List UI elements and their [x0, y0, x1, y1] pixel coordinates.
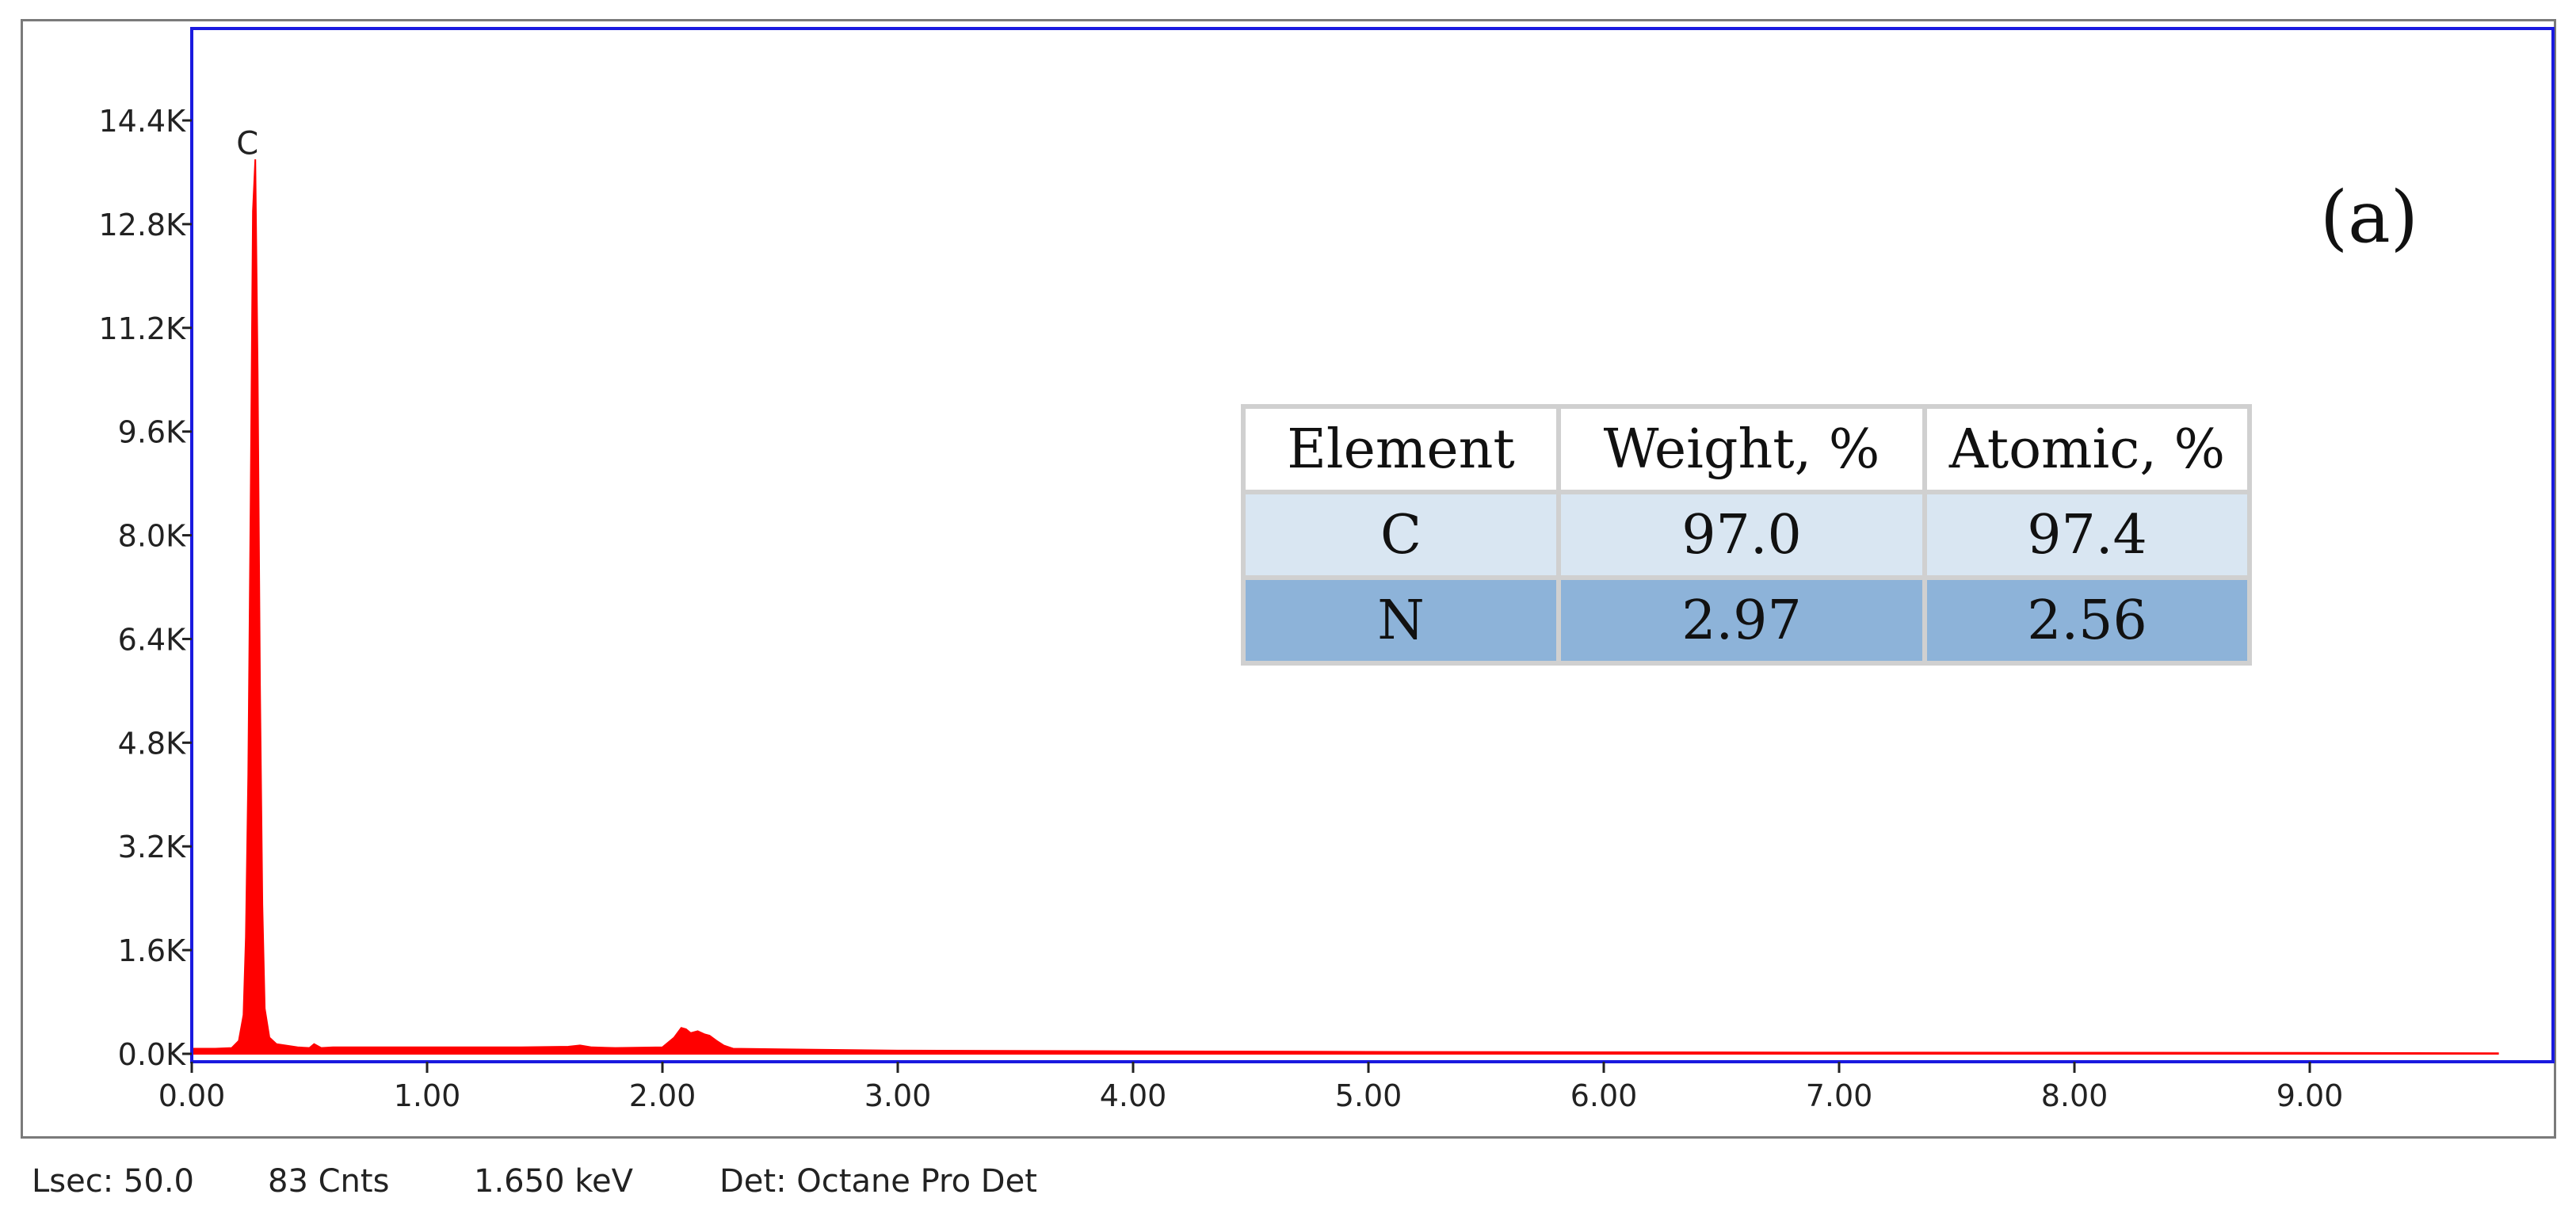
header-element: Element [1241, 404, 1561, 494]
y-tick-label: 0.0K [118, 1037, 186, 1072]
x-tick-label: 0.00 [158, 1078, 226, 1109]
y-tick-label: 1.6K [118, 933, 186, 968]
y-tick-label: 9.6K [118, 415, 186, 450]
x-tick-label: 9.00 [2276, 1078, 2344, 1109]
y-tick-label: 12.8K [98, 208, 186, 242]
status-detector: Det: Octane Pro Det [719, 1163, 1037, 1200]
header-atomic: Atomic, % [1922, 404, 2252, 494]
x-tick-label: 5.00 [1335, 1078, 1402, 1109]
plot-border [190, 27, 2555, 1063]
composition-table: Element Weight, % Atomic, % C 97.0 97.4 … [1241, 404, 2252, 666]
x-tick-label: 6.00 [1570, 1078, 1638, 1109]
y-tick-label: 6.4K [118, 622, 186, 657]
cell-atomic: 97.4 [1922, 490, 2252, 580]
status-lsec: Lsec: 50.0 [32, 1163, 194, 1200]
cell-element: N [1241, 575, 1561, 666]
status-counts: 83 Cnts [268, 1163, 390, 1200]
x-tick-label: 3.00 [864, 1078, 932, 1109]
plot-area [191, 159, 2499, 1055]
cell-weight: 97.0 [1556, 490, 1927, 580]
x-tick-label: 8.00 [2041, 1078, 2109, 1109]
y-tick-label: 4.8K [118, 726, 186, 761]
x-tick-label: 1.00 [394, 1078, 461, 1109]
cell-weight: 2.97 [1556, 575, 1927, 666]
header-weight: Weight, % [1556, 404, 1927, 494]
table-row: N 2.97 2.56 [1241, 575, 2252, 666]
x-tick-label: 2.00 [629, 1078, 696, 1109]
panel-label: (a) [2320, 176, 2418, 259]
y-tick-label: 14.4K [98, 104, 186, 139]
axes: 0.00 1.00 2.00 3.00 4.00 5.00 6.00 7.00 8.00 9.00… [98, 27, 2555, 1109]
peak-label-c: C [236, 126, 258, 162]
y-tick-label: 11.2K [98, 311, 186, 346]
x-tick-label: 4.00 [1100, 1078, 1167, 1109]
x-tick-label: 7.00 [1806, 1078, 1873, 1109]
y-tick-label: 8.0K [118, 519, 186, 554]
cell-element: C [1241, 490, 1561, 580]
table-header-row: Element Weight, % Atomic, % [1241, 404, 2252, 494]
cell-atomic: 2.56 [1922, 575, 2252, 666]
status-energy: 1.650 keV [474, 1163, 633, 1200]
y-tick-label: 3.2K [118, 830, 186, 864]
table-row: C 97.0 97.4 [1241, 490, 2252, 580]
chart-outer-frame [21, 19, 2556, 1139]
spectrum-chart: 0.00 1.00 2.00 3.00 4.00 5.00 6.00 7.00 8.00 9.00… [98, 27, 2555, 1109]
spectrum-series [191, 159, 2499, 1055]
